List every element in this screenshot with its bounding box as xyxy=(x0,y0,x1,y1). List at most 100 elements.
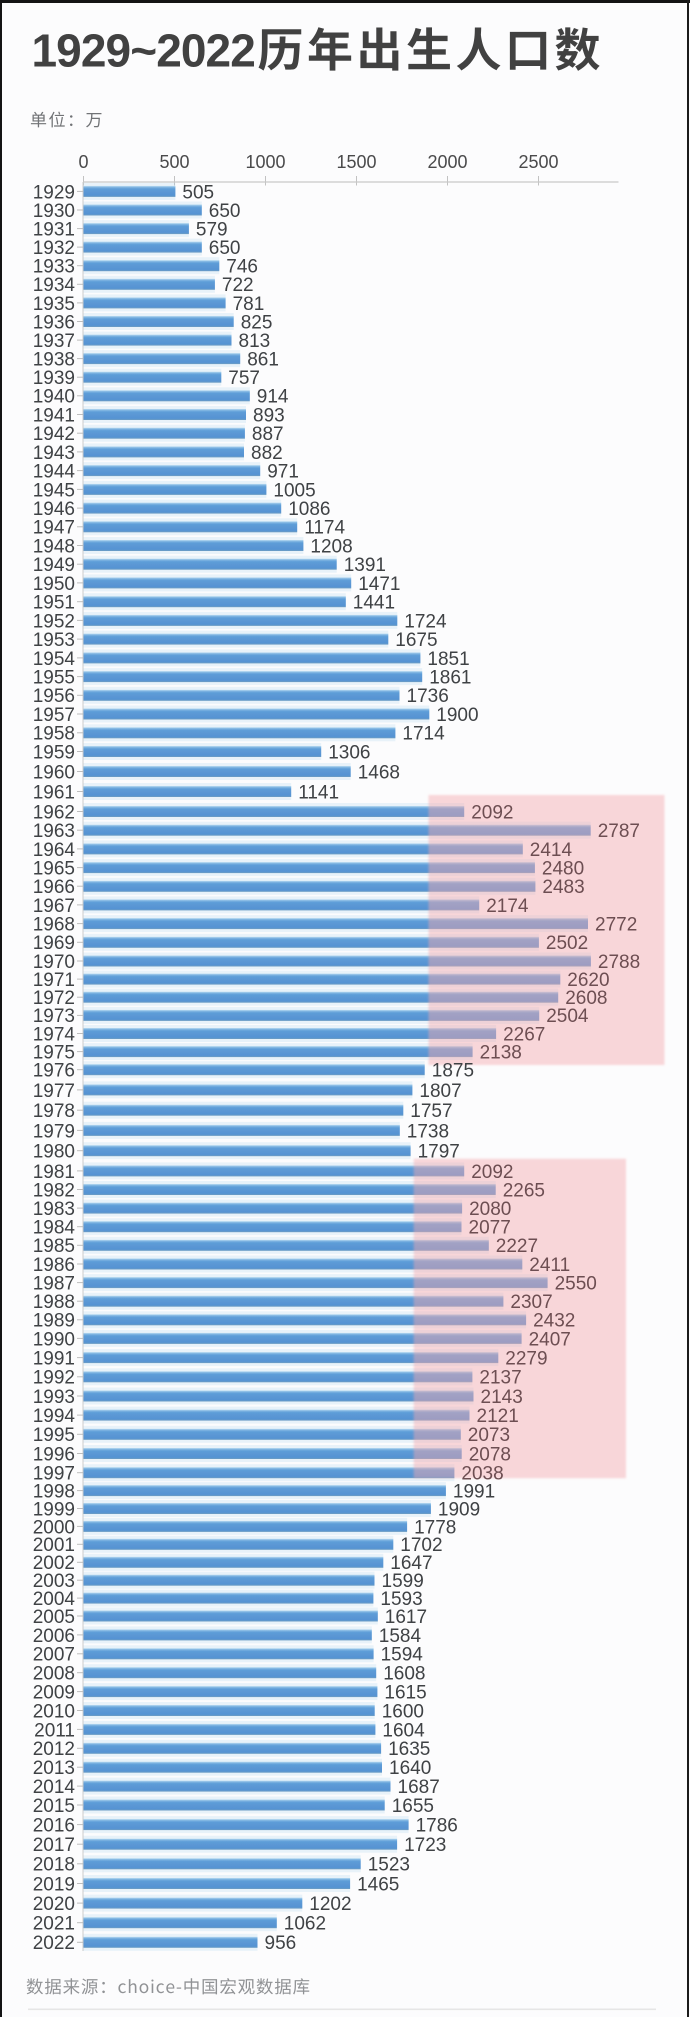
svg-text:2000: 2000 xyxy=(427,152,467,172)
svg-text:1306: 1306 xyxy=(328,742,370,763)
svg-text:1929: 1929 xyxy=(33,182,75,203)
svg-text:1984: 1984 xyxy=(33,1218,76,1239)
svg-text:1995: 1995 xyxy=(33,1425,75,1446)
svg-text:2077: 2077 xyxy=(469,1218,511,1239)
svg-text:2411: 2411 xyxy=(529,1255,570,1276)
svg-text:2504: 2504 xyxy=(546,1006,589,1027)
svg-text:2279: 2279 xyxy=(505,1349,547,1370)
svg-text:1936: 1936 xyxy=(33,312,75,333)
svg-text:2018: 2018 xyxy=(33,1855,75,1876)
svg-text:1992: 1992 xyxy=(33,1368,75,1389)
svg-text:861: 861 xyxy=(247,350,279,371)
svg-text:1941: 1941 xyxy=(33,405,75,426)
svg-text:1952: 1952 xyxy=(33,611,75,632)
svg-text:1937: 1937 xyxy=(33,331,75,352)
svg-text:1931: 1931 xyxy=(33,220,75,241)
svg-text:1953: 1953 xyxy=(33,630,75,651)
svg-text:2620: 2620 xyxy=(567,970,609,991)
svg-text:1999: 1999 xyxy=(33,1499,75,1520)
svg-text:2480: 2480 xyxy=(542,859,584,880)
svg-text:2137: 2137 xyxy=(479,1368,521,1389)
svg-text:1797: 1797 xyxy=(418,1142,460,1163)
svg-text:1471: 1471 xyxy=(358,574,400,595)
svg-text:1954: 1954 xyxy=(33,649,76,670)
svg-text:2414: 2414 xyxy=(530,840,573,861)
svg-text:1584: 1584 xyxy=(379,1626,422,1647)
svg-text:1174: 1174 xyxy=(304,518,345,539)
svg-text:1976: 1976 xyxy=(33,1061,75,1082)
svg-text:1966: 1966 xyxy=(33,877,75,898)
svg-text:650: 650 xyxy=(209,238,241,259)
svg-text:1945: 1945 xyxy=(33,480,75,501)
svg-text:1005: 1005 xyxy=(273,480,315,501)
svg-text:1208: 1208 xyxy=(310,536,352,557)
svg-text:1465: 1465 xyxy=(357,1874,399,1895)
svg-text:1990: 1990 xyxy=(33,1329,75,1350)
svg-text:1962: 1962 xyxy=(33,802,75,823)
svg-text:1946: 1946 xyxy=(33,499,75,520)
svg-text:1955: 1955 xyxy=(33,668,75,689)
svg-text:1942: 1942 xyxy=(33,424,75,445)
svg-text:1086: 1086 xyxy=(288,499,330,520)
svg-text:781: 781 xyxy=(233,294,265,315)
svg-text:893: 893 xyxy=(253,405,285,426)
svg-text:1991: 1991 xyxy=(453,1482,495,1503)
svg-text:2017: 2017 xyxy=(33,1835,75,1856)
svg-text:1985: 1985 xyxy=(33,1236,75,1257)
svg-text:2001: 2001 xyxy=(33,1535,75,1556)
svg-text:1391: 1391 xyxy=(344,555,386,576)
svg-text:2483: 2483 xyxy=(542,877,584,898)
svg-text:2002: 2002 xyxy=(33,1553,75,1574)
svg-text:2787: 2787 xyxy=(598,821,640,842)
svg-text:1960: 1960 xyxy=(33,762,75,783)
svg-text:882: 882 xyxy=(251,443,283,464)
svg-text:505: 505 xyxy=(182,182,214,203)
svg-text:1988: 1988 xyxy=(33,1292,75,1313)
svg-text:1963: 1963 xyxy=(33,821,75,842)
svg-text:825: 825 xyxy=(241,312,273,333)
svg-text:2092: 2092 xyxy=(471,1162,513,1183)
svg-text:1979: 1979 xyxy=(33,1121,75,1142)
svg-text:1723: 1723 xyxy=(404,1835,446,1856)
svg-text:1932: 1932 xyxy=(33,238,75,259)
svg-text:1981: 1981 xyxy=(33,1162,75,1183)
svg-text:1062: 1062 xyxy=(284,1914,326,1935)
svg-text:1202: 1202 xyxy=(309,1894,351,1915)
svg-text:2009: 2009 xyxy=(33,1683,75,1704)
svg-text:1989: 1989 xyxy=(33,1311,75,1332)
svg-text:0: 0 xyxy=(78,152,88,172)
svg-text:2307: 2307 xyxy=(510,1292,552,1313)
svg-text:1965: 1965 xyxy=(33,859,75,880)
svg-text:1738: 1738 xyxy=(407,1121,449,1142)
svg-text:1948: 1948 xyxy=(33,536,75,557)
svg-text:2407: 2407 xyxy=(529,1329,571,1350)
svg-text:1971: 1971 xyxy=(33,970,75,991)
svg-text:1943: 1943 xyxy=(33,443,75,464)
svg-text:1969: 1969 xyxy=(33,933,75,954)
svg-text:1930: 1930 xyxy=(33,201,75,222)
svg-text:2011: 2011 xyxy=(34,1720,75,1741)
svg-text:1974: 1974 xyxy=(33,1024,76,1045)
svg-text:1968: 1968 xyxy=(33,915,75,936)
svg-text:1975: 1975 xyxy=(33,1043,75,1064)
svg-text:1786: 1786 xyxy=(416,1816,458,1837)
svg-text:2013: 2013 xyxy=(33,1758,75,1779)
svg-text:2010: 2010 xyxy=(33,1701,75,1722)
svg-text:1468: 1468 xyxy=(358,762,400,783)
svg-text:1961: 1961 xyxy=(33,782,75,803)
svg-text:1714: 1714 xyxy=(402,724,445,745)
svg-text:1655: 1655 xyxy=(392,1796,434,1817)
svg-text:2073: 2073 xyxy=(468,1425,510,1446)
svg-text:2267: 2267 xyxy=(503,1024,545,1045)
svg-text:579: 579 xyxy=(196,220,228,241)
svg-text:1967: 1967 xyxy=(33,896,75,917)
svg-text:1970: 1970 xyxy=(33,952,75,973)
svg-text:2138: 2138 xyxy=(480,1043,522,1064)
svg-text:813: 813 xyxy=(239,331,271,352)
svg-text:2265: 2265 xyxy=(503,1180,545,1201)
svg-text:1993: 1993 xyxy=(33,1387,75,1408)
svg-text:1957: 1957 xyxy=(33,705,75,726)
svg-text:2004: 2004 xyxy=(33,1589,76,1610)
svg-text:2022: 2022 xyxy=(33,1933,75,1954)
svg-text:1950: 1950 xyxy=(33,574,75,595)
